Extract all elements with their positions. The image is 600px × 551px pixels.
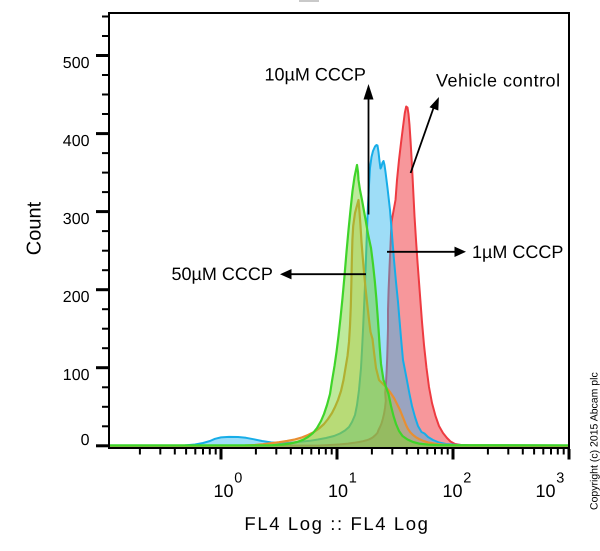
svg-text:200: 200: [63, 289, 90, 306]
svg-text:400: 400: [63, 133, 90, 150]
svg-text:10: 10: [328, 481, 348, 501]
svg-text:1: 1: [349, 471, 357, 487]
svg-text:3: 3: [556, 471, 564, 487]
svg-text:300: 300: [63, 211, 90, 228]
svg-text:0: 0: [81, 432, 90, 449]
svg-text:Copyright (c) 2015 Abcam plc: Copyright (c) 2015 Abcam plc: [589, 372, 600, 510]
svg-text:Vehicle control: Vehicle control: [436, 70, 561, 90]
svg-text:10µM CCCP: 10µM CCCP: [265, 65, 366, 85]
svg-text:1µM CCCP: 1µM CCCP: [472, 242, 563, 262]
svg-text:10: 10: [442, 481, 462, 501]
svg-text:500: 500: [63, 55, 90, 72]
svg-text:10: 10: [535, 481, 555, 501]
svg-text:0: 0: [234, 471, 242, 487]
svg-text:Count: Count: [24, 201, 46, 255]
svg-text:FL4 Log :: FL4 Log: FL4 Log :: FL4 Log: [244, 513, 429, 534]
svg-text:10: 10: [213, 481, 233, 501]
svg-text:50µM CCCP: 50µM CCCP: [172, 264, 273, 284]
svg-text:2: 2: [463, 471, 471, 487]
svg-text:100: 100: [63, 367, 90, 384]
